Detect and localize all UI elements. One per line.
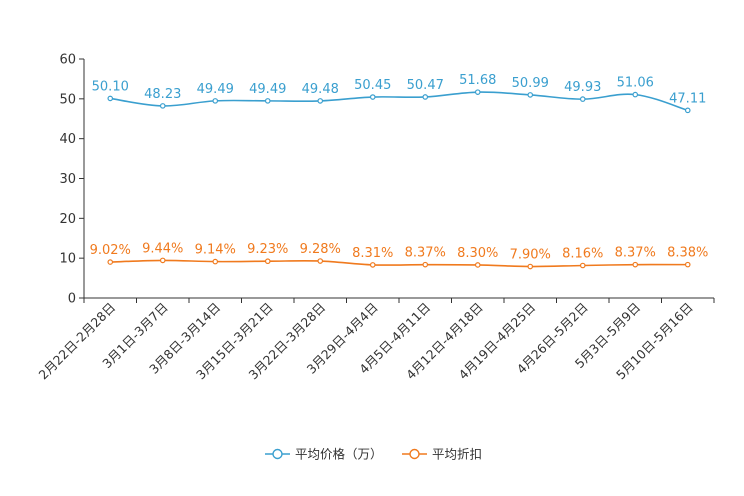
series-lines [107, 89, 691, 270]
data-point[interactable] [369, 94, 376, 100]
data-label: 7.90% [510, 248, 551, 263]
data-point[interactable] [159, 103, 166, 109]
legend-label: 平均价格（万） [295, 447, 383, 462]
data-point[interactable] [264, 258, 271, 265]
data-label: 49.49 [249, 82, 286, 97]
data-point[interactable] [527, 92, 534, 98]
data-point[interactable] [317, 258, 324, 264]
data-point[interactable] [422, 261, 429, 268]
data-label: 48.23 [144, 87, 181, 102]
y-tick-label: 10 [59, 252, 76, 267]
data-point[interactable] [684, 107, 691, 114]
data-label: 8.16% [562, 246, 603, 261]
data-label: 49.48 [302, 82, 339, 97]
legend-item-1[interactable]: 平均价格（万） [265, 447, 383, 462]
series-line-2 [110, 259, 688, 268]
data-point[interactable] [422, 94, 429, 100]
y-tick-label: 30 [59, 172, 76, 187]
data-point[interactable] [474, 262, 481, 268]
data-point[interactable] [579, 262, 586, 269]
data-label: 9.23% [247, 242, 288, 257]
data-label: 9.14% [195, 243, 236, 258]
data-label: 8.30% [457, 246, 498, 261]
data-point[interactable] [684, 261, 691, 268]
data-point[interactable] [107, 95, 114, 102]
data-label: 50.45 [354, 78, 391, 93]
data-label: 8.37% [405, 246, 446, 261]
legend-marker-icon [272, 448, 283, 460]
y-tick-label: 0 [68, 292, 76, 307]
data-point[interactable] [159, 257, 166, 264]
data-point[interactable] [212, 258, 219, 265]
y-tick-label: 50 [59, 92, 76, 107]
data-label: 50.99 [512, 76, 549, 91]
data-point[interactable] [212, 98, 219, 104]
legend-marker-icon [409, 448, 420, 460]
data-label: 8.31% [352, 246, 393, 261]
x-tick-label: 2月22日-2月28日 [35, 300, 118, 383]
data-point[interactable] [527, 263, 534, 270]
data-point[interactable] [317, 98, 324, 104]
series-line-1 [110, 91, 688, 112]
y-tick-label: 20 [59, 212, 76, 227]
data-label: 9.28% [300, 242, 341, 257]
data-label: 47.11 [669, 91, 706, 106]
data-point[interactable] [107, 259, 114, 265]
data-point[interactable] [474, 89, 481, 95]
data-label: 9.44% [142, 241, 183, 256]
axes: 01020304050602月22日-2月28日3月1日-3月7日3月8日-3月… [35, 53, 715, 383]
legend-item-2[interactable]: 平均折扣 [402, 447, 482, 462]
y-tick-label: 40 [59, 132, 76, 147]
data-point[interactable] [579, 96, 586, 102]
legend[interactable]: 平均价格（万） 平均折扣 [265, 447, 482, 462]
data-label: 49.49 [197, 82, 234, 97]
data-label: 50.47 [407, 78, 444, 93]
data-point[interactable] [632, 91, 639, 98]
data-label: 50.10 [92, 79, 129, 94]
data-label: 8.37% [615, 246, 656, 261]
data-point[interactable] [264, 98, 271, 104]
data-label: 51.06 [617, 76, 654, 91]
data-label: 9.02% [90, 243, 131, 258]
y-tick-label: 60 [59, 53, 76, 68]
data-label: 8.38% [667, 246, 708, 261]
data-label: 49.93 [564, 80, 601, 95]
data-labels: 50.10 48.23 49.49 49.49 49.48 50.45 50.47 51.68… [90, 73, 709, 262]
legend-label: 平均折扣 [432, 447, 482, 462]
data-label: 51.68 [459, 73, 496, 88]
data-point[interactable] [632, 261, 639, 268]
data-point[interactable] [369, 262, 376, 268]
